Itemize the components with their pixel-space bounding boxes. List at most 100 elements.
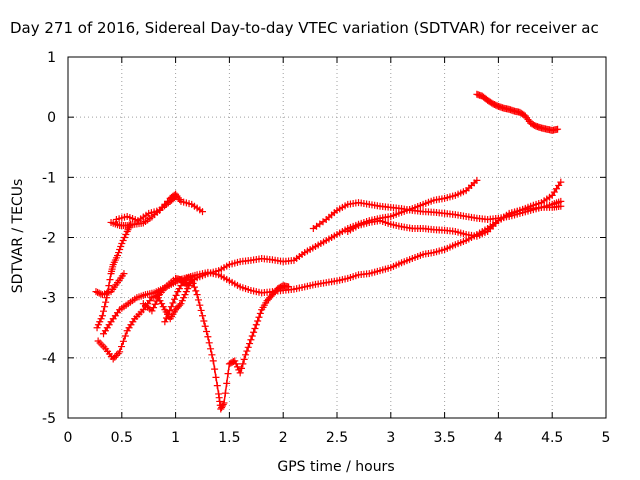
data-point-marker — [102, 298, 110, 306]
data-point-marker — [185, 282, 193, 290]
data-point-marker — [184, 285, 192, 293]
data-point-marker — [154, 294, 162, 302]
data-point-marker — [557, 178, 565, 186]
x-tick-label: 2.5 — [326, 430, 348, 446]
data-point-marker — [116, 246, 124, 254]
data-point-marker — [115, 249, 123, 257]
data-point-marker — [119, 237, 127, 245]
y-tick-label: 0 — [47, 110, 56, 126]
data-point-marker — [174, 288, 182, 296]
x-tick-label: 4 — [494, 430, 503, 446]
data-point-marker — [196, 301, 204, 309]
x-tick-label: 0 — [64, 430, 73, 446]
data-point-marker — [180, 276, 188, 284]
data-point-marker — [211, 365, 219, 373]
series-8 — [161, 273, 195, 326]
data-point-marker — [187, 273, 195, 281]
data-point-marker — [239, 360, 247, 368]
data-point-marker — [194, 296, 202, 304]
data-point-marker — [223, 379, 231, 387]
data-point-marker — [212, 373, 220, 381]
data-point-marker — [244, 343, 252, 351]
data-point-marker — [176, 301, 184, 309]
data-point-marker — [182, 275, 190, 283]
y-tick-label: -1 — [42, 170, 56, 186]
data-point-marker — [236, 369, 244, 377]
data-point-marker — [189, 279, 197, 287]
data-point-marker — [192, 287, 200, 295]
series-9 — [309, 197, 565, 232]
y-tick-label: 1 — [47, 50, 56, 66]
data-point-marker — [172, 193, 180, 201]
data-point-marker — [121, 332, 129, 340]
data-point-marker — [197, 306, 205, 314]
data-point-marker — [169, 299, 177, 307]
series-3 — [94, 176, 481, 363]
data-point-marker — [252, 321, 260, 329]
data-point-marker — [101, 303, 109, 311]
data-point-marker — [94, 288, 102, 296]
data-point-marker — [182, 288, 190, 296]
data-point-marker — [94, 321, 102, 329]
data-point-marker — [557, 202, 565, 210]
data-point-marker — [166, 306, 174, 314]
data-point-marker — [120, 270, 128, 278]
data-point-marker — [246, 340, 254, 348]
data-point-marker — [113, 252, 121, 260]
data-point-marker — [156, 297, 164, 305]
data-point-marker — [209, 357, 217, 365]
data-point-marker — [204, 333, 212, 341]
data-point-marker — [106, 276, 114, 284]
data-point-marker — [158, 300, 166, 308]
data-point-marker — [208, 351, 216, 359]
data-point-marker — [254, 317, 262, 325]
data-point-marker — [221, 389, 229, 397]
data-point-marker — [159, 303, 167, 311]
data-point-marker — [175, 285, 183, 293]
x-tick-label: 2 — [279, 430, 288, 446]
data-point-marker — [203, 328, 211, 336]
data-point-marker — [161, 318, 169, 326]
y-tick-label: -5 — [42, 411, 56, 427]
data-point-marker — [473, 176, 481, 184]
series-7 — [139, 276, 293, 413]
data-point-marker — [218, 402, 226, 410]
data-point-marker — [251, 325, 259, 333]
data-point-marker — [181, 291, 189, 299]
data-point-marker — [120, 234, 128, 241]
data-point-marker — [201, 322, 209, 330]
data-point-marker — [220, 399, 228, 407]
data-point-marker — [217, 405, 225, 413]
data-point-marker — [150, 304, 158, 312]
series-11 — [473, 90, 562, 134]
data-point-marker — [250, 328, 258, 336]
data-point-marker — [98, 312, 106, 320]
x-tick-label: 3 — [386, 430, 395, 446]
data-point-marker — [177, 300, 185, 308]
data-point-marker — [122, 230, 130, 238]
data-point-marker — [185, 273, 193, 281]
data-point-marker — [151, 300, 159, 308]
data-point-marker — [183, 274, 191, 282]
data-point-marker — [199, 208, 206, 216]
data-point-marker — [93, 324, 101, 332]
data-point-marker — [199, 312, 206, 320]
data-point-marker — [180, 294, 188, 302]
series-layer — [92, 90, 565, 413]
data-point-marker — [172, 291, 180, 299]
data-point-marker — [118, 240, 126, 248]
data-point-marker — [233, 363, 241, 371]
data-point-marker — [238, 364, 246, 372]
data-point-marker — [116, 348, 124, 356]
data-point-marker — [248, 332, 256, 340]
x-axis-label: GPS time / hours — [277, 459, 394, 475]
data-point-marker — [148, 307, 156, 315]
x-tick-label: 1 — [171, 430, 180, 446]
data-point-marker — [232, 360, 240, 368]
series-10 — [344, 202, 565, 240]
x-tick-label: 3.5 — [433, 430, 455, 446]
data-point-marker — [100, 307, 108, 315]
data-point-marker — [171, 295, 179, 303]
data-point-marker — [213, 382, 221, 390]
data-point-marker — [177, 282, 185, 290]
